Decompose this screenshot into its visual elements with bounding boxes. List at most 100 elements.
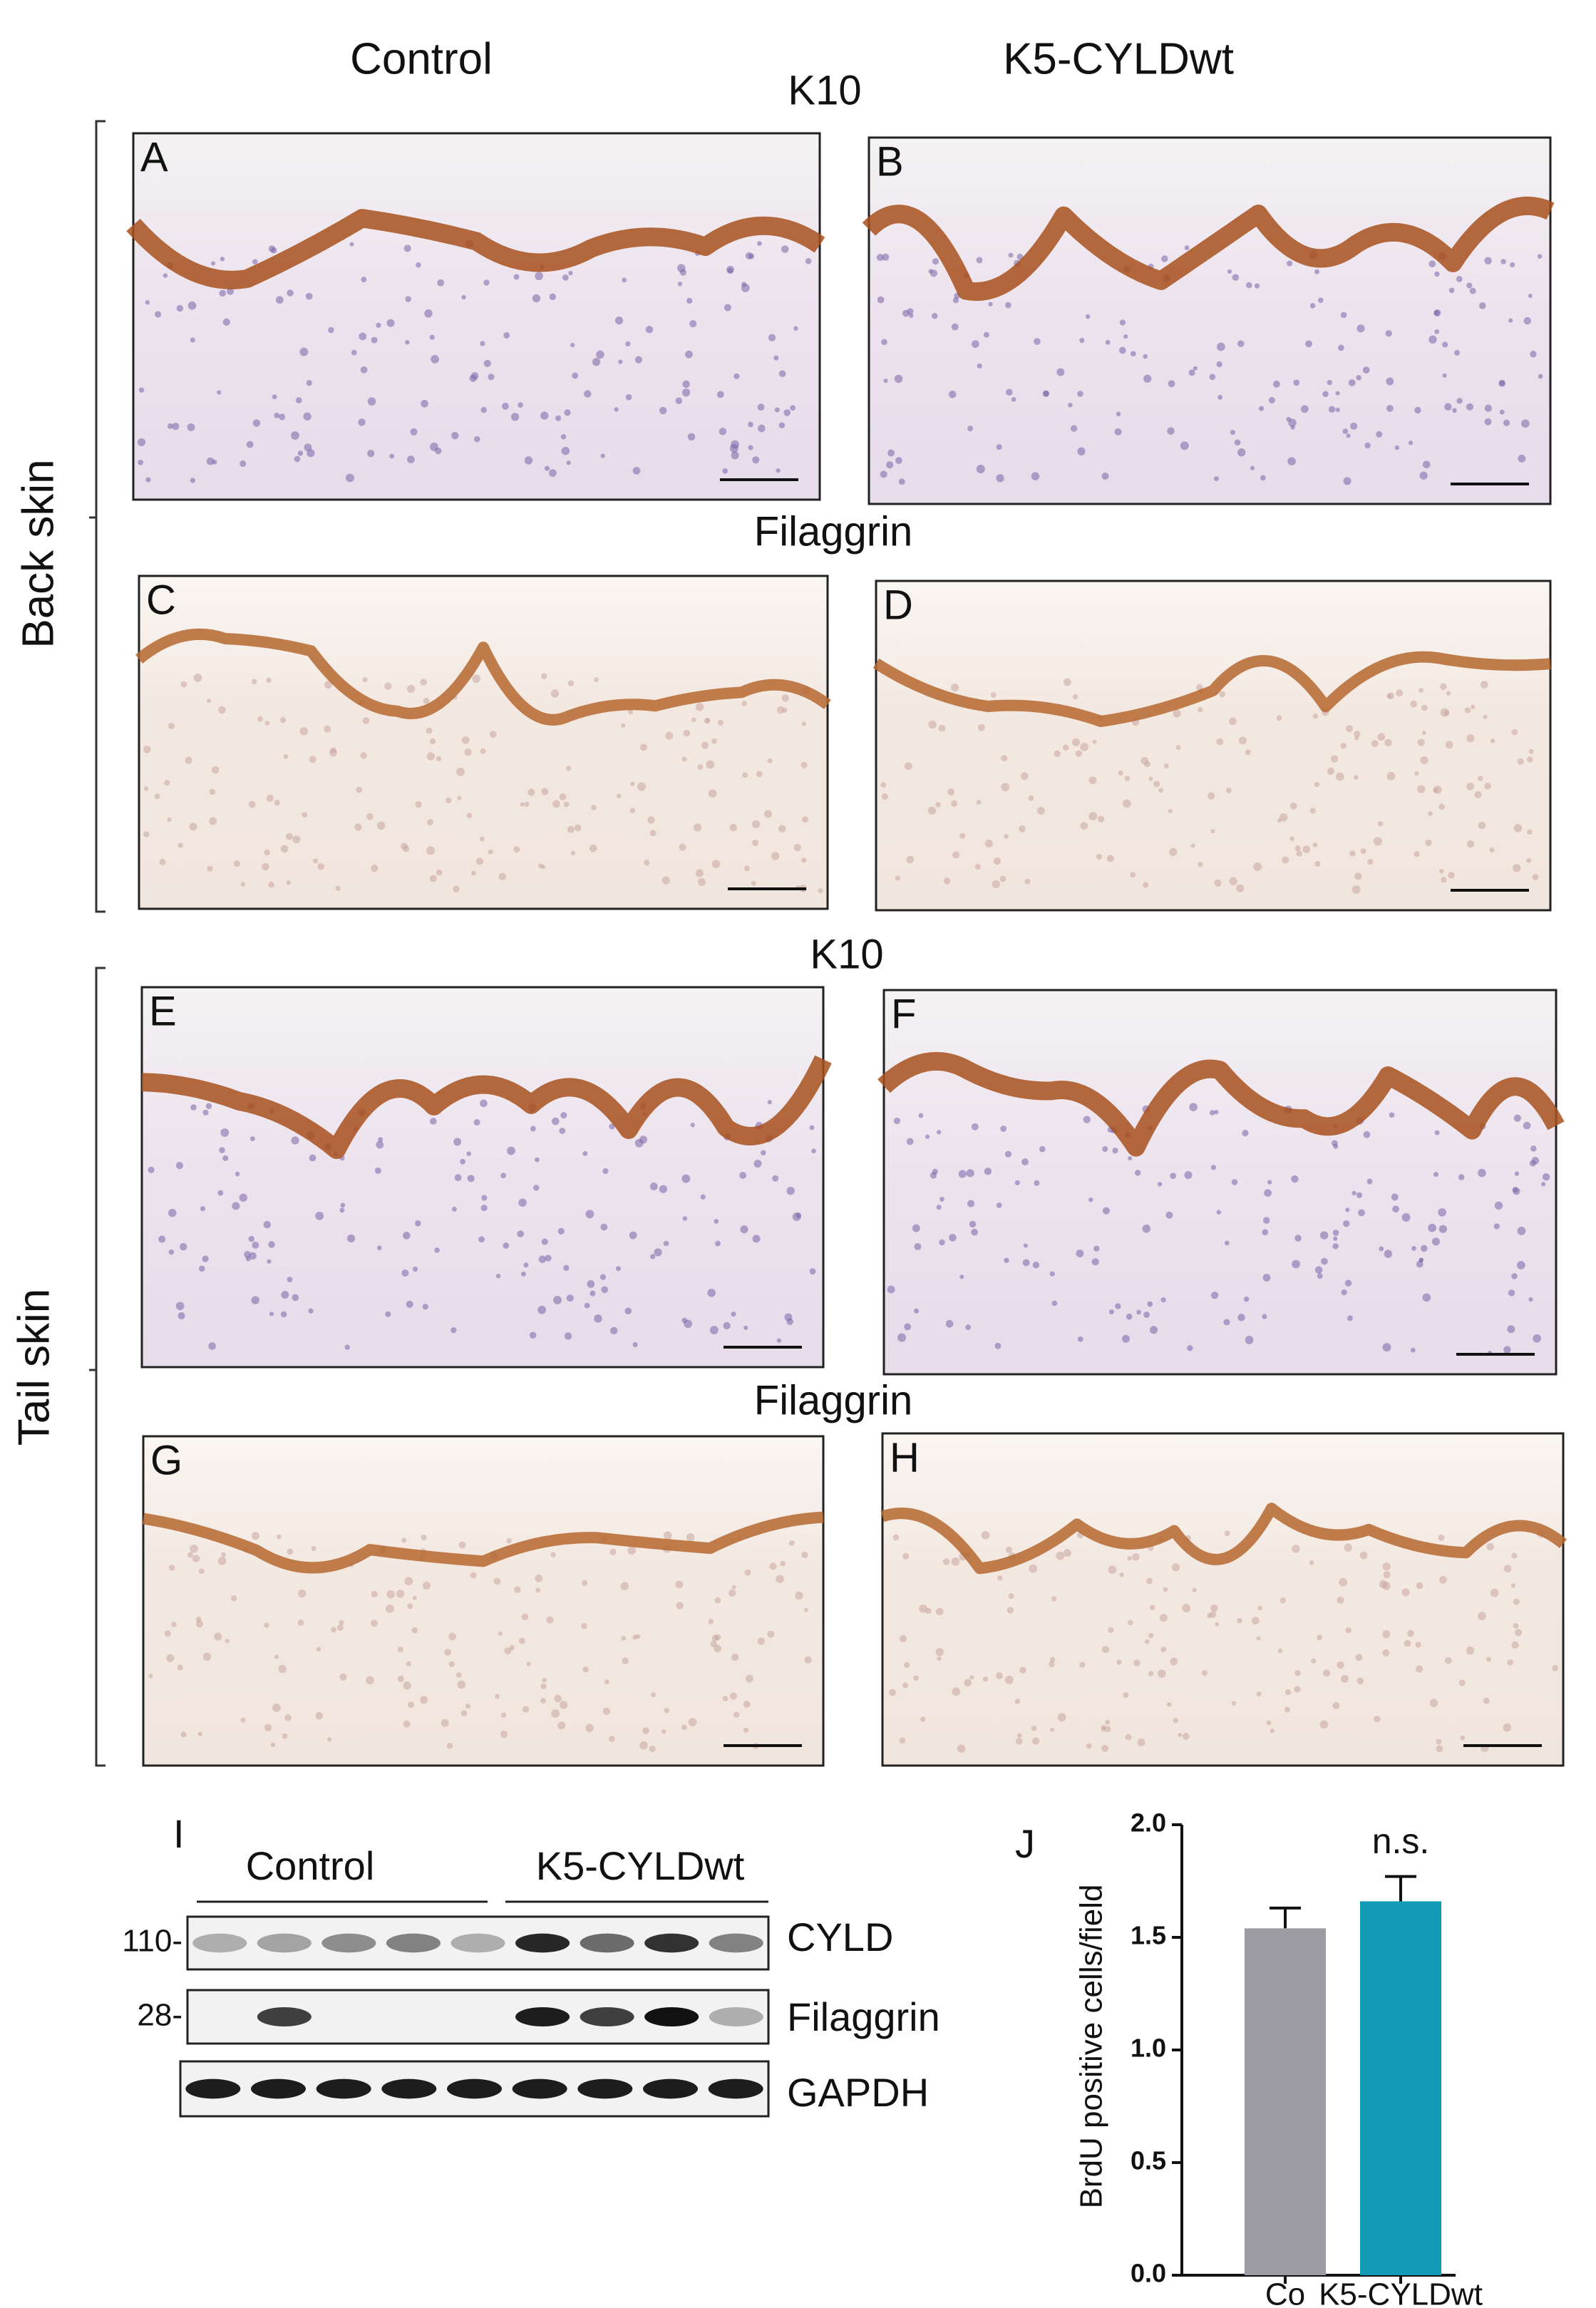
- cell-nucleus: [584, 1302, 590, 1309]
- cell-nucleus: [778, 370, 786, 377]
- stain-label: Filaggrin: [754, 508, 912, 555]
- cell-nucleus: [1008, 1593, 1014, 1599]
- cell-nucleus: [401, 843, 408, 850]
- cell-nucleus: [401, 1269, 409, 1277]
- cell-nucleus: [458, 1541, 466, 1549]
- cell-nucleus: [622, 1657, 629, 1664]
- cell-nucleus: [1421, 731, 1426, 736]
- histology-panel: [867, 136, 1552, 505]
- cell-nucleus: [328, 326, 334, 334]
- cell-nucleus: [1257, 1605, 1262, 1611]
- cell-nucleus: [233, 860, 241, 867]
- cell-nucleus: [745, 252, 753, 259]
- cell-nucleus: [965, 1324, 972, 1331]
- cell-nucleus: [1394, 445, 1400, 450]
- cell-nucleus: [179, 1242, 187, 1251]
- cell-nucleus: [802, 816, 808, 823]
- cell-nucleus: [344, 1344, 350, 1350]
- cell-nucleus: [717, 719, 724, 726]
- cell-nucleus: [376, 821, 386, 830]
- cell-nucleus: [914, 1242, 922, 1250]
- cell-nucleus: [502, 402, 509, 410]
- cell-nucleus: [520, 802, 525, 807]
- cell-nucleus: [219, 1147, 225, 1153]
- cell-nucleus: [723, 1322, 731, 1329]
- cell-nucleus: [464, 748, 472, 756]
- cell-nucleus: [1352, 1190, 1356, 1196]
- cell-nucleus: [1404, 1639, 1411, 1647]
- cell-nucleus: [714, 1644, 721, 1653]
- cell-nucleus: [570, 850, 576, 856]
- cell-nucleus: [1160, 1647, 1167, 1652]
- cell-nucleus: [1024, 878, 1031, 885]
- cell-nucleus: [1016, 253, 1024, 260]
- cell-nucleus: [286, 880, 292, 885]
- cell-nucleus: [632, 466, 641, 475]
- cell-nucleus: [397, 1675, 404, 1682]
- cell-nucleus: [405, 296, 411, 302]
- cell-nucleus: [1136, 1309, 1141, 1315]
- cell-nucleus: [632, 1341, 638, 1347]
- cell-nucleus: [429, 875, 437, 882]
- cell-nucleus: [1143, 1312, 1150, 1318]
- cell-nucleus: [574, 824, 582, 832]
- cell-nucleus: [480, 1099, 488, 1108]
- cell-nucleus: [1529, 1160, 1536, 1167]
- cell-nucleus: [498, 1631, 503, 1636]
- cell-nucleus: [441, 1719, 449, 1727]
- cell-nucleus: [1236, 884, 1245, 892]
- cell-nucleus: [308, 1308, 314, 1314]
- cell-nucleus: [704, 718, 711, 724]
- cell-nucleus: [1350, 422, 1358, 430]
- cell-nucleus: [1118, 346, 1126, 354]
- cell-nucleus: [1327, 379, 1332, 386]
- cell-nucleus: [340, 1202, 346, 1208]
- cell-nucleus: [634, 1138, 644, 1148]
- cell-nucleus: [551, 1709, 560, 1718]
- y-tick-label: 2.0: [1131, 1808, 1166, 1838]
- cell-nucleus: [217, 1190, 224, 1196]
- cell-nucleus: [1114, 428, 1122, 436]
- cell-nucleus: [1193, 366, 1198, 371]
- cell-nucleus: [257, 716, 263, 722]
- cell-nucleus: [1209, 1611, 1217, 1618]
- cell-nucleus: [287, 289, 294, 297]
- cell-nucleus: [1385, 330, 1392, 337]
- cell-nucleus: [327, 1737, 332, 1742]
- cell-nucleus: [1237, 1314, 1245, 1322]
- cell-nucleus: [1229, 877, 1237, 885]
- cell-nucleus: [1401, 1213, 1411, 1222]
- cell-nucleus: [614, 407, 619, 412]
- cell-nucleus: [1383, 1571, 1391, 1579]
- cell-nucleus: [706, 760, 715, 769]
- cell-nucleus: [1319, 1231, 1329, 1240]
- cell-nucleus: [540, 411, 549, 420]
- histology-panel: [140, 986, 825, 1369]
- cell-nucleus: [297, 450, 304, 456]
- cell-nucleus: [488, 373, 495, 381]
- cell-nucleus: [1376, 431, 1383, 438]
- cell-nucleus: [964, 1679, 972, 1687]
- cell-nucleus: [786, 1186, 795, 1195]
- cell-nucleus: [305, 292, 313, 300]
- cell-nucleus: [659, 406, 667, 415]
- cell-nucleus: [480, 407, 487, 413]
- cell-nucleus: [664, 1708, 669, 1714]
- cell-nucleus: [1440, 708, 1449, 717]
- bar: [1245, 1928, 1326, 2275]
- cell-nucleus: [1229, 717, 1237, 726]
- cell-nucleus: [677, 264, 686, 272]
- cell-nucleus: [366, 813, 374, 820]
- cell-nucleus: [743, 1325, 748, 1330]
- cell-nucleus: [731, 1653, 739, 1662]
- cell-nucleus: [899, 1634, 907, 1642]
- cell-nucleus: [274, 1654, 279, 1659]
- cell-nucleus: [1442, 341, 1448, 348]
- cell-nucleus: [480, 1205, 488, 1212]
- cell-nucleus: [455, 1672, 462, 1678]
- cell-nucleus: [654, 1248, 662, 1257]
- cell-nucleus: [691, 717, 696, 723]
- cell-nucleus: [303, 412, 312, 421]
- cell-nucleus: [566, 1294, 574, 1302]
- cell-nucleus: [1436, 1745, 1443, 1753]
